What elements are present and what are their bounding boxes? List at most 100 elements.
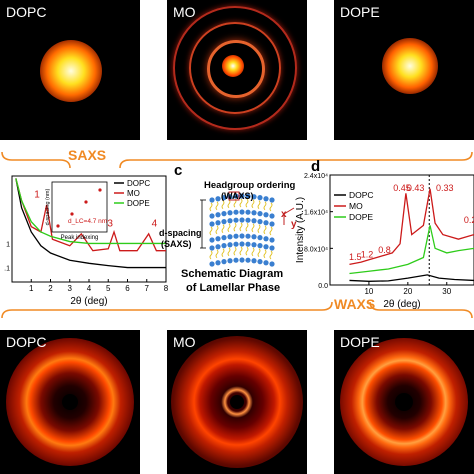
inset-x-label: Peak indexing — [61, 235, 99, 241]
tile-label: DOPE — [340, 4, 380, 20]
headgroup-icon — [245, 257, 251, 263]
headgroup-icon — [257, 219, 263, 225]
lipid-tail-icon — [221, 224, 225, 233]
waxs-bracket — [1, 301, 473, 319]
headgroup-icon — [239, 257, 245, 263]
lipid-tail-icon — [251, 247, 255, 257]
lipid-tail-icon — [269, 250, 273, 260]
dspacing-label: d-spacing — [159, 228, 202, 238]
y-tick-label: .1 — [4, 266, 10, 273]
x-tick-label: 2 — [48, 284, 53, 293]
headgroup-icon — [251, 258, 257, 264]
headgroup-icon — [239, 217, 245, 223]
legend-label: MO — [127, 189, 140, 198]
peak-label: 3 — [107, 219, 113, 230]
headgroup-label: Headgroup ordering — [204, 180, 296, 191]
lipid-tail-icon — [269, 202, 273, 212]
axis-label-x: x — [281, 209, 287, 220]
legend-label: DOPE — [349, 212, 373, 222]
panel-letter-d: d — [311, 158, 321, 175]
headgroup-icon — [215, 220, 221, 226]
legend-label: MO — [349, 201, 363, 211]
headgroup-icon — [257, 243, 263, 249]
headgroup-icon — [251, 218, 257, 224]
x-tick-label: 5 — [106, 284, 111, 293]
tile-label: MO — [173, 334, 196, 350]
headgroup-icon — [227, 218, 233, 224]
headgroup-icon — [269, 237, 275, 243]
series-line-mo — [15, 178, 166, 252]
lipid-tail-icon — [221, 200, 225, 209]
lipid-tail-icon — [233, 246, 237, 256]
scatter-ring-inner — [222, 55, 244, 77]
lipid-tail-icon — [263, 249, 267, 259]
headgroup-icon — [221, 243, 227, 249]
series-line-dope — [349, 225, 474, 275]
series-line-dopc — [349, 274, 474, 282]
headgroup-icon — [269, 261, 275, 267]
headgroup-icon — [257, 211, 263, 217]
saxs-bracket — [1, 151, 473, 169]
headgroup-icon — [215, 244, 221, 250]
y-tick-label: 2.4x10⁴ — [304, 173, 328, 180]
headgroup-icon — [263, 196, 269, 202]
inset-y-label: d-spacing (nm) — [45, 188, 51, 225]
x-axis-label: 2θ (deg) — [70, 296, 107, 307]
headgroup-icon — [245, 241, 251, 247]
headgroup-icon — [245, 193, 251, 199]
inset-frame — [51, 181, 108, 233]
headgroup-icon — [233, 209, 239, 215]
x-tick-label: 10 — [364, 287, 373, 296]
headgroup-icon — [227, 258, 233, 264]
headgroup-icon — [221, 235, 227, 241]
headgroup-icon — [233, 257, 239, 263]
headgroup-box — [228, 191, 240, 201]
headgroup-icon — [209, 197, 215, 203]
lamellar-schematic — [200, 191, 295, 267]
x-tick-label: 7 — [145, 284, 150, 293]
headgroup-icon — [209, 213, 215, 219]
headgroup-icon — [209, 261, 215, 267]
lipid-tail-icon — [239, 246, 243, 256]
x-tick-label: 4 — [87, 284, 92, 293]
waxs-image-mo: MO — [167, 330, 307, 474]
headgroup-icon — [257, 259, 263, 265]
headgroup-icon — [239, 233, 245, 239]
lipid-tail-icon — [239, 198, 243, 208]
y-tick-label: 0.0 — [318, 283, 328, 290]
headgroup-icon — [233, 217, 239, 223]
waxs-image-dopc: DOPC — [0, 330, 140, 474]
peak-label: 1 — [34, 190, 40, 201]
headgroup-icon — [221, 211, 227, 217]
headgroup-icon — [251, 210, 257, 216]
lipid-tail-icon — [257, 224, 261, 233]
lipid-tail-icon — [245, 246, 249, 256]
headgroup-icon — [251, 242, 257, 248]
headgroup-icon — [263, 244, 269, 250]
series-line-dope — [15, 178, 166, 245]
scatter-ring-3 — [207, 40, 265, 98]
legend-label: DOPC — [127, 179, 150, 188]
headgroup-icon — [215, 260, 221, 266]
headgroup-icon — [251, 194, 257, 200]
x-axis-label: 2θ (deg) — [383, 299, 420, 309]
tile-label: MO — [173, 4, 196, 20]
headgroup-icon — [221, 219, 227, 225]
headgroup-icon — [257, 235, 263, 241]
lipid-tail-icon — [257, 200, 261, 209]
peak-label: 0.8 — [378, 245, 391, 255]
lipid-tail-icon — [209, 250, 213, 260]
x-tick-label: 1 — [29, 284, 34, 293]
y-tick-label: 8.0x10⁴ — [304, 246, 328, 253]
inset-point — [70, 212, 74, 216]
lipid-tail-icon — [227, 223, 231, 233]
waxs-title: WAXS — [334, 296, 376, 312]
inset-annotation: d_LC=4.7 nm — [68, 218, 107, 225]
lipid-tail-icon — [239, 222, 243, 232]
peak-label: 0.33 — [436, 183, 454, 193]
tile-label: DOPC — [6, 334, 47, 350]
headgroup-icon — [269, 213, 275, 219]
headgroup-icon — [233, 233, 239, 239]
saxs-image-mo: MO — [167, 0, 307, 140]
